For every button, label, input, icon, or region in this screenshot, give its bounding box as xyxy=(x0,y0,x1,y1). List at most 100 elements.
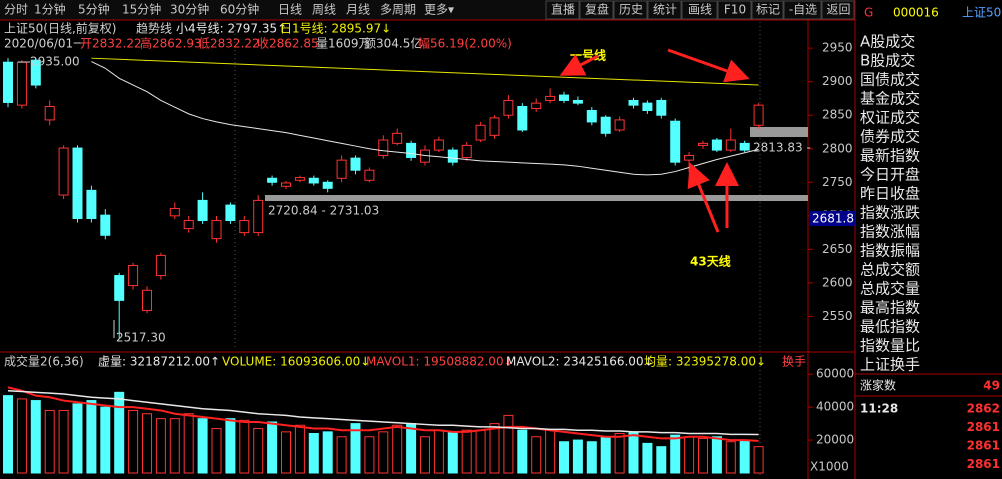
tab[interactable]: 月线 xyxy=(346,3,370,17)
button[interactable]: 标记 xyxy=(756,3,780,17)
ma-line xyxy=(91,61,759,176)
candle-body xyxy=(531,102,542,109)
tab[interactable]: 15分钟 xyxy=(122,2,161,17)
candle-body xyxy=(545,95,556,101)
y-tick-label: 2650 xyxy=(822,242,853,256)
side-item: 最新指数 xyxy=(860,147,920,165)
candle-body xyxy=(698,142,708,146)
volume-bar xyxy=(600,436,611,474)
button[interactable]: F10 xyxy=(724,3,746,17)
tab[interactable]: 日线 xyxy=(278,3,302,17)
volume-bar xyxy=(30,400,41,474)
volume-bar xyxy=(642,442,653,474)
arrow xyxy=(667,48,750,83)
button[interactable]: -自选 xyxy=(789,3,817,17)
info-text: 收2862.85 xyxy=(257,37,319,51)
volume-bar xyxy=(114,391,125,474)
volume-bar xyxy=(572,439,583,474)
button[interactable]: 历史 xyxy=(619,3,643,17)
candle-body xyxy=(155,254,166,277)
volume-bar xyxy=(392,424,403,474)
candle-body xyxy=(614,119,625,131)
candle-body xyxy=(559,94,569,101)
volume-bar xyxy=(628,431,639,474)
tab[interactable]: 30分钟 xyxy=(170,2,209,17)
button-frame xyxy=(783,0,822,20)
volume-bar xyxy=(183,413,194,474)
volume-bar xyxy=(739,439,750,474)
volume-bar xyxy=(531,436,542,474)
candle-body xyxy=(253,199,264,234)
side-item: 总成交额 xyxy=(860,261,920,279)
volume-bar xyxy=(100,406,111,474)
y-tick-label: 2850 xyxy=(822,108,853,122)
candle-body xyxy=(294,177,305,181)
candle-body xyxy=(670,120,681,163)
volume-bar xyxy=(711,436,722,474)
volume-bar xyxy=(475,429,486,474)
tab[interactable]: 分时 xyxy=(4,3,28,17)
info-text: 量1609万 xyxy=(316,37,371,51)
volume-bar xyxy=(614,432,625,474)
side-item: B股成交 xyxy=(860,52,915,70)
volume-bar xyxy=(725,441,736,474)
candle-body xyxy=(378,139,389,156)
unit-label: X1000 xyxy=(810,460,849,474)
candle-body xyxy=(572,99,583,104)
side-item: 最低指数 xyxy=(860,318,920,336)
y-tick-label: 2950 xyxy=(822,41,853,55)
y-tick-label: 2900 xyxy=(822,74,853,88)
candle-body xyxy=(461,144,472,158)
side-item: 今日开盘 xyxy=(860,166,920,184)
tab[interactable]: 更多▾ xyxy=(424,3,454,17)
button-frame xyxy=(717,0,752,20)
info-text: MAVOL2: 23425166.00↓ xyxy=(506,355,654,369)
support-zone xyxy=(265,195,808,201)
volume-bar xyxy=(559,441,569,474)
side-item: 上证换手 xyxy=(860,356,920,374)
button-frame xyxy=(751,0,784,20)
candle-body xyxy=(114,275,125,301)
side-item: 基金成交 xyxy=(860,90,920,108)
tab[interactable]: 5分钟 xyxy=(78,2,110,17)
volume-bar xyxy=(16,398,27,474)
side-item: 国债成交 xyxy=(860,71,920,89)
tab[interactable]: 周线 xyxy=(312,3,336,17)
candle-body xyxy=(322,181,333,189)
button[interactable]: 返回 xyxy=(826,3,850,17)
volume-bar xyxy=(58,409,69,474)
annotation: 43天线 xyxy=(690,254,731,269)
button-frame xyxy=(613,0,648,20)
candle-body xyxy=(447,149,458,163)
tick-price: 2862 xyxy=(967,402,1000,416)
button-frame xyxy=(681,0,718,20)
button[interactable]: 复盘 xyxy=(585,2,609,17)
volume-bar xyxy=(406,423,417,474)
tab[interactable]: 多周期 xyxy=(380,3,416,17)
candle-body xyxy=(489,117,500,136)
turnover[interactable]: 换手 xyxy=(782,355,806,369)
button[interactable]: 画线 xyxy=(688,3,712,17)
candle-body xyxy=(308,177,319,184)
candle-body xyxy=(406,142,417,158)
tab[interactable]: 60分钟 xyxy=(220,2,259,17)
volume-bar xyxy=(489,423,500,474)
name: 上证50 xyxy=(962,6,1001,20)
tab[interactable]: 1分钟 xyxy=(34,2,66,17)
candle-body xyxy=(183,220,194,230)
low-label: 2517.30 xyxy=(116,331,166,345)
side-item: 债券成交 xyxy=(860,128,920,146)
candle-body xyxy=(739,142,750,151)
button[interactable]: 统计 xyxy=(653,3,677,17)
button[interactable]: 直播 xyxy=(551,3,575,17)
side-item: 指数涨幅 xyxy=(860,223,920,241)
volume-bar xyxy=(239,419,250,474)
candle-body xyxy=(86,189,97,220)
cursor-box xyxy=(809,211,855,226)
volume-bar xyxy=(86,400,97,474)
button-frame xyxy=(821,0,855,20)
volume-bar xyxy=(155,418,166,474)
button-frame xyxy=(545,0,580,20)
